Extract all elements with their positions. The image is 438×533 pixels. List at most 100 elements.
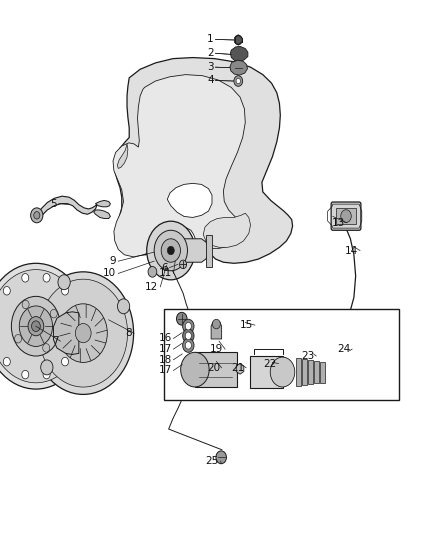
Text: 3: 3 <box>207 62 214 72</box>
PathPatch shape <box>230 46 248 62</box>
Text: 4: 4 <box>207 76 214 85</box>
Circle shape <box>75 324 91 343</box>
Circle shape <box>19 306 53 346</box>
Circle shape <box>58 275 70 290</box>
Circle shape <box>185 332 191 340</box>
Circle shape <box>39 279 127 387</box>
Circle shape <box>185 322 191 330</box>
Circle shape <box>234 76 243 86</box>
Text: 9: 9 <box>110 256 116 266</box>
Circle shape <box>212 319 220 329</box>
Circle shape <box>43 344 49 352</box>
PathPatch shape <box>230 60 247 75</box>
Bar <box>195 352 237 387</box>
Circle shape <box>154 230 187 271</box>
Text: 19: 19 <box>210 344 223 354</box>
Bar <box>164 309 399 400</box>
Circle shape <box>43 370 50 379</box>
Circle shape <box>59 304 107 362</box>
Text: 21: 21 <box>231 363 244 373</box>
Text: 12: 12 <box>145 282 159 292</box>
PathPatch shape <box>117 144 128 168</box>
Circle shape <box>41 360 53 375</box>
Circle shape <box>22 273 29 282</box>
Circle shape <box>33 272 134 394</box>
Text: 13: 13 <box>332 218 345 228</box>
Text: 11: 11 <box>159 269 172 278</box>
Text: 17: 17 <box>159 344 172 354</box>
Circle shape <box>43 273 50 282</box>
Text: 1: 1 <box>207 35 214 44</box>
Bar <box>302 359 307 385</box>
PathPatch shape <box>203 213 251 247</box>
Circle shape <box>72 335 79 343</box>
Circle shape <box>167 246 174 255</box>
Circle shape <box>180 260 187 269</box>
PathPatch shape <box>206 235 212 266</box>
Circle shape <box>31 208 43 223</box>
Circle shape <box>0 263 88 389</box>
Circle shape <box>72 309 79 318</box>
Circle shape <box>216 451 226 464</box>
Text: 5: 5 <box>50 199 57 208</box>
Bar <box>250 356 283 388</box>
Bar <box>336 208 356 224</box>
Circle shape <box>22 370 29 379</box>
Circle shape <box>4 287 11 295</box>
Text: 8: 8 <box>126 328 132 338</box>
Circle shape <box>4 357 11 366</box>
PathPatch shape <box>95 200 110 207</box>
FancyBboxPatch shape <box>331 202 361 230</box>
PathPatch shape <box>94 210 110 219</box>
PathPatch shape <box>211 322 222 339</box>
Circle shape <box>270 357 295 387</box>
PathPatch shape <box>113 75 245 257</box>
Circle shape <box>161 239 180 262</box>
Circle shape <box>234 35 242 45</box>
Text: 16: 16 <box>159 334 172 343</box>
Circle shape <box>341 209 351 223</box>
Circle shape <box>183 319 194 333</box>
Circle shape <box>185 342 191 349</box>
Circle shape <box>147 221 195 280</box>
Bar <box>296 358 301 386</box>
Circle shape <box>148 266 157 277</box>
Polygon shape <box>236 364 244 374</box>
PathPatch shape <box>36 196 98 219</box>
Text: 24: 24 <box>337 344 350 354</box>
PathPatch shape <box>167 183 212 217</box>
Text: 7: 7 <box>52 336 58 346</box>
Text: 15: 15 <box>240 320 253 330</box>
Circle shape <box>22 300 29 309</box>
PathPatch shape <box>53 312 79 354</box>
Circle shape <box>32 321 40 332</box>
Text: 14: 14 <box>345 246 358 255</box>
Circle shape <box>28 317 44 336</box>
Text: 17: 17 <box>159 366 172 375</box>
Circle shape <box>183 329 194 343</box>
Circle shape <box>180 352 209 387</box>
Circle shape <box>61 287 68 295</box>
Circle shape <box>34 212 40 219</box>
PathPatch shape <box>180 239 208 262</box>
Text: 23: 23 <box>301 351 314 361</box>
PathPatch shape <box>115 58 293 263</box>
Text: 6: 6 <box>161 263 168 272</box>
Text: 18: 18 <box>159 355 172 365</box>
Bar <box>308 360 313 384</box>
Circle shape <box>177 312 187 325</box>
Circle shape <box>61 357 68 366</box>
Circle shape <box>50 309 57 318</box>
Text: 25: 25 <box>206 456 219 466</box>
Circle shape <box>117 299 130 314</box>
Text: 22: 22 <box>264 359 277 368</box>
Bar <box>320 361 325 383</box>
Circle shape <box>14 335 21 343</box>
Text: 20: 20 <box>207 363 220 373</box>
Text: 10: 10 <box>103 269 116 278</box>
Circle shape <box>11 296 60 356</box>
Bar <box>314 361 319 383</box>
Circle shape <box>183 338 194 352</box>
Circle shape <box>236 78 240 84</box>
Text: 2: 2 <box>207 49 214 58</box>
